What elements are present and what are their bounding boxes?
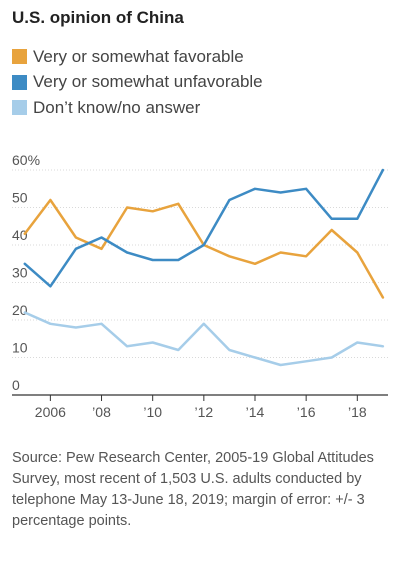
legend-item-unfavorable: Very or somewhat unfavorable: [12, 70, 263, 96]
y-tick-label-40: 40: [12, 227, 28, 243]
legend-label-unfavorable: Very or somewhat unfavorable: [33, 72, 263, 92]
y-tick-label-50: 50: [12, 190, 28, 206]
series-line-dont-know: [23, 311, 385, 367]
x-tick-label-2014: ’14: [246, 404, 265, 420]
x-tick-label-2006: 2006: [35, 404, 66, 420]
legend-label-favorable: Very or somewhat favorable: [33, 46, 244, 66]
line-chart: 0 10 20 30 40 50 60% 2006 ’08 ’10 ’12 ’14 ’16 ’18: [12, 152, 388, 420]
legend: Very or somewhat favorable Very or somew…: [12, 44, 263, 121]
legend-item-dont-know: Don’t know/no answer: [12, 95, 263, 121]
y-tick-label-30: 30: [12, 265, 28, 281]
x-tick-label-2008: ’08: [92, 404, 111, 420]
legend-swatch-favorable: [12, 49, 27, 65]
x-tick-label-2012: ’12: [194, 404, 213, 420]
y-tick-label-20: 20: [12, 302, 28, 318]
series-line-unfavorable: [23, 168, 385, 288]
source-note: Source: Pew Research Center, 2005-19 Glo…: [12, 450, 374, 529]
y-tick-label-0: 0: [12, 377, 20, 393]
legend-item-favorable: Very or somewhat favorable: [12, 44, 263, 70]
legend-swatch-dont-know: [12, 100, 27, 116]
y-tick-label-60: 60%: [12, 152, 40, 168]
legend-label-dont-know: Don’t know/no answer: [33, 97, 201, 117]
x-tick-label-2016: ’16: [297, 404, 316, 420]
y-tick-label-10: 10: [12, 340, 28, 356]
x-tick-label-2010: ’10: [143, 404, 162, 420]
chart-title: U.S. opinion of China: [12, 8, 184, 27]
legend-swatch-unfavorable: [12, 74, 27, 90]
x-tick-label-2018: ’18: [348, 404, 367, 420]
